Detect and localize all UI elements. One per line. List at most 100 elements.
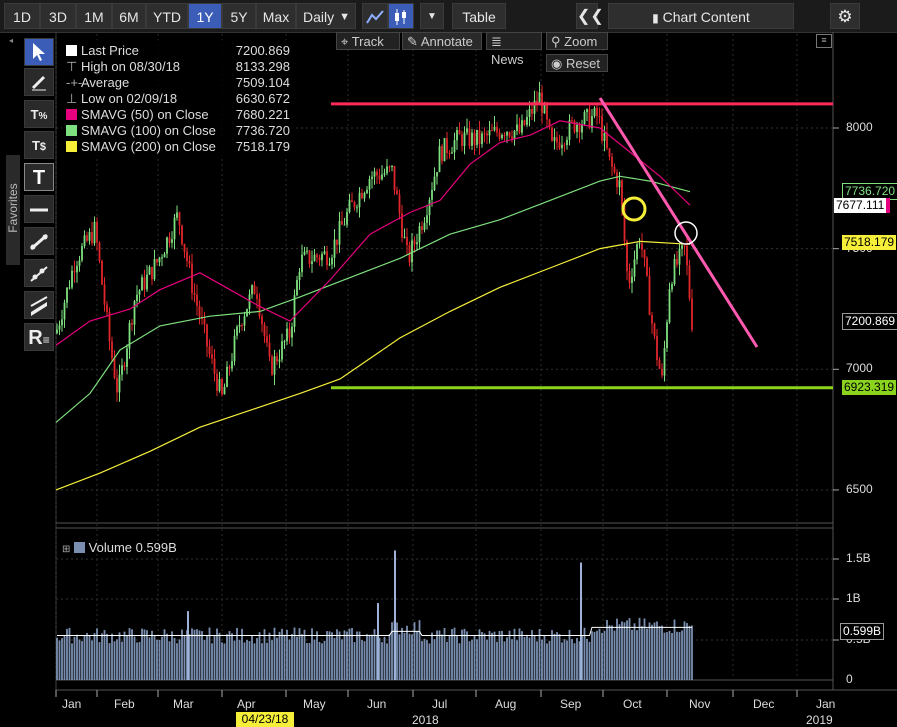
legend-label: High on 08/30/18	[81, 59, 181, 74]
volume-bar	[448, 635, 451, 680]
volume-bar	[521, 631, 523, 680]
period-1d-button[interactable]: 1D	[4, 3, 40, 29]
zoom-button[interactable]: ⚲ Zoom	[546, 32, 608, 50]
volume-bar	[296, 636, 298, 680]
volume-bar	[396, 622, 398, 680]
chart-content-button[interactable]: ▮ Chart Content	[608, 3, 794, 29]
candle-body	[96, 221, 98, 243]
regression-tool-icon[interactable]: R≡	[24, 323, 54, 351]
legend-sma50[interactable]: SMAVG (50) on Close 7680.221	[66, 107, 294, 123]
panel-menu-icon[interactable]: ≡	[816, 34, 832, 48]
candle-body	[326, 251, 328, 266]
volume-bar	[123, 631, 126, 680]
candlestick-chart-icon[interactable]	[388, 3, 414, 29]
volume-bar	[453, 627, 456, 680]
period-1y-button[interactable]: 1Y	[188, 3, 222, 29]
volume-bar	[573, 643, 576, 680]
horizontal-line-tool-icon[interactable]	[24, 195, 54, 223]
reset-button[interactable]: ◉ Reset	[546, 54, 608, 72]
period-ytd-button[interactable]: YTD	[146, 3, 188, 29]
legend-swatch	[66, 141, 77, 152]
candle-body	[88, 232, 91, 241]
legend-value: 7509.104	[235, 75, 290, 90]
candle-body	[116, 378, 118, 393]
volume-bar	[346, 631, 348, 680]
trend-line-tool-icon[interactable]	[24, 227, 54, 255]
volume-legend[interactable]: ⊞ Volume 0.599B	[62, 540, 177, 555]
legend-sma200[interactable]: SMAVG (200) on Close 7518.179	[66, 139, 294, 155]
collapse-panel-icon[interactable]: ❮❮	[576, 3, 604, 29]
volume-bar	[326, 631, 328, 680]
candle-body	[103, 284, 106, 305]
pointer-tool-icon[interactable]	[24, 38, 54, 66]
volume-bar	[676, 631, 678, 680]
draw-pencil-icon[interactable]	[24, 68, 54, 96]
percent-change-tool-icon[interactable]: T%	[24, 100, 54, 128]
legend-label: SMAVG (100) on Close	[81, 123, 216, 138]
period-3d-button[interactable]: 3D	[40, 3, 76, 29]
legend-value: 8133.298	[235, 59, 290, 74]
volume-bar	[618, 624, 621, 680]
volume-bar	[451, 629, 453, 680]
volume-swatch	[74, 542, 86, 553]
expand-arrow-icon[interactable]: ◂	[9, 36, 14, 45]
table-button[interactable]: Table	[452, 3, 506, 29]
candle-body	[368, 178, 371, 190]
candle-body	[608, 148, 611, 157]
candle-body	[651, 314, 653, 324]
volume-bar	[96, 628, 98, 680]
high-marker-icon: ⊤	[66, 59, 78, 74]
volume-bar	[458, 643, 461, 680]
ray-line-tool-icon[interactable]	[24, 259, 54, 287]
news-button[interactable]: ≣ News	[486, 32, 542, 67]
volume-bar	[638, 617, 641, 680]
legend-last-price[interactable]: Last Price 7200.869	[66, 43, 294, 59]
legend-label: SMAVG (200) on Close	[81, 139, 216, 154]
candle-body	[566, 139, 568, 145]
volume-bar	[591, 631, 593, 680]
period-max-button[interactable]: Max	[256, 3, 296, 29]
volume-bar	[631, 629, 633, 680]
volume-bar	[466, 631, 468, 680]
candle-body	[336, 239, 338, 245]
candle-body	[331, 257, 333, 265]
volume-bar	[636, 630, 638, 680]
downtrend-line	[598, 97, 759, 348]
price-change-tool-icon[interactable]: T$	[24, 131, 54, 159]
low-marker-icon: ⊥	[66, 91, 78, 106]
volume-bar	[378, 637, 381, 680]
candle-body	[353, 201, 356, 208]
line-chart-icon[interactable]	[362, 3, 388, 29]
candle-body	[618, 180, 621, 188]
annotate-button[interactable]: ✎ Annotate	[402, 32, 482, 50]
gear-icon[interactable]: ⚙	[830, 3, 860, 29]
sma100-price-tag: 7736.720	[842, 183, 897, 200]
volume-bar	[548, 640, 551, 680]
chart-type-dropdown-icon[interactable]: ▼	[420, 3, 444, 29]
candle-body	[321, 253, 323, 261]
text-tool-icon[interactable]: T	[24, 163, 54, 191]
candle-body	[426, 215, 428, 223]
candle-body	[668, 289, 671, 323]
year-label: 2019	[806, 713, 833, 727]
candle-body	[531, 109, 533, 114]
track-button[interactable]: ⌖ Track	[336, 32, 400, 50]
candle-body	[578, 124, 581, 133]
favorites-tab[interactable]: Favorites	[6, 155, 20, 265]
candle-body	[286, 328, 288, 342]
period-1m-button[interactable]: 1M	[76, 3, 112, 29]
legend-sma100[interactable]: SMAVG (100) on Close 7736.720	[66, 123, 294, 139]
interval-dropdown[interactable]: Daily ▼	[296, 3, 356, 29]
volume-bar	[246, 639, 248, 680]
period-5y-button[interactable]: 5Y	[222, 3, 256, 29]
volume-bar	[83, 635, 86, 680]
volume-bar	[681, 630, 683, 680]
volume-bar	[568, 629, 571, 680]
channel-tool-icon[interactable]	[24, 291, 54, 319]
legend-label: Low on 02/09/18	[81, 91, 178, 106]
volume-bar	[81, 641, 83, 680]
volume-bar	[481, 631, 483, 680]
volume-bar	[546, 643, 548, 680]
period-6m-button[interactable]: 6M	[112, 3, 146, 29]
